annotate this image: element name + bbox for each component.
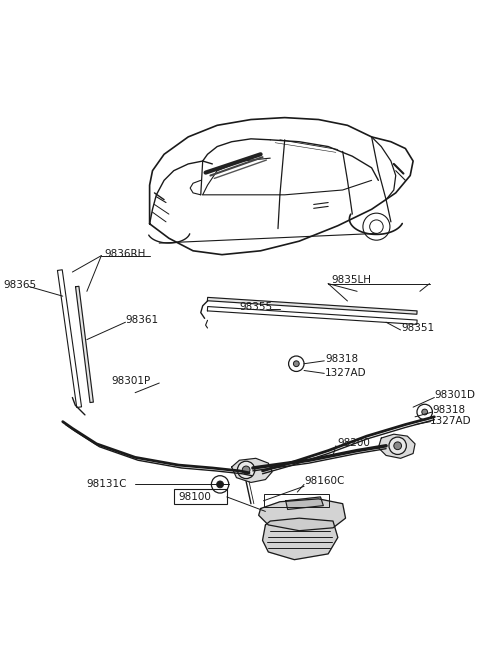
Polygon shape — [207, 298, 417, 314]
Text: 98361: 98361 — [125, 315, 158, 325]
Text: 98131C: 98131C — [87, 480, 127, 489]
Text: 98351: 98351 — [402, 323, 435, 333]
Text: 98318: 98318 — [432, 405, 466, 415]
Text: 98100: 98100 — [179, 492, 211, 502]
Text: 1327AD: 1327AD — [325, 369, 367, 378]
Text: 98365: 98365 — [3, 280, 36, 290]
Text: 98355: 98355 — [240, 302, 273, 312]
Circle shape — [216, 481, 224, 487]
Text: 9835LH: 9835LH — [331, 275, 371, 284]
Bar — [264, 494, 329, 507]
Polygon shape — [259, 499, 346, 531]
Circle shape — [394, 442, 402, 449]
Circle shape — [293, 361, 299, 367]
Text: 98318: 98318 — [325, 354, 359, 364]
Text: 98200: 98200 — [338, 438, 371, 448]
Polygon shape — [263, 518, 338, 560]
Polygon shape — [232, 459, 272, 482]
Polygon shape — [286, 497, 324, 509]
Text: 9836RH: 9836RH — [104, 249, 145, 259]
Polygon shape — [378, 434, 415, 459]
Circle shape — [422, 409, 428, 415]
Circle shape — [242, 466, 250, 474]
Text: 1327AD: 1327AD — [430, 416, 471, 426]
Bar — [174, 489, 227, 504]
Circle shape — [389, 437, 407, 455]
Polygon shape — [75, 286, 94, 403]
Text: 98160C: 98160C — [304, 476, 345, 486]
Text: 98301P: 98301P — [111, 376, 150, 386]
Circle shape — [238, 461, 255, 478]
Text: 98301D: 98301D — [434, 390, 475, 399]
